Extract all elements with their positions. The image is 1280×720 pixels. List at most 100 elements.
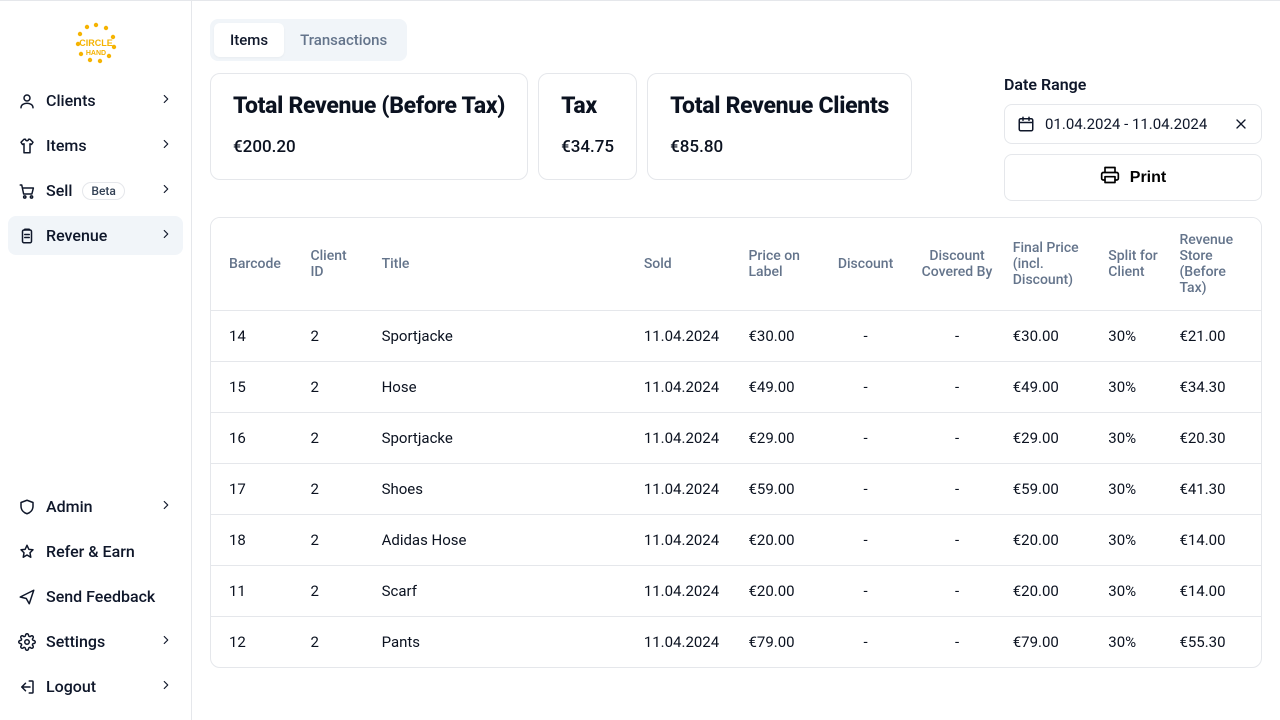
cell-client: 2: [300, 464, 371, 515]
cell-discountBy: -: [911, 566, 1002, 617]
close-icon[interactable]: [1233, 116, 1249, 132]
user-icon: [18, 92, 36, 110]
cell-title: Sportjacke: [372, 311, 634, 362]
table-header[interactable]: Split for Client: [1098, 218, 1169, 311]
table-header[interactable]: Discount Covered By: [911, 218, 1002, 311]
svg-text:HAND: HAND: [85, 50, 105, 57]
cell-final: €29.00: [1003, 413, 1099, 464]
table-row[interactable]: 182Adidas Hose11.04.2024€20.00--€20.0030…: [211, 515, 1261, 566]
table-row[interactable]: 162Sportjacke11.04.2024€29.00--€29.0030%…: [211, 413, 1261, 464]
table-row[interactable]: 152Hose11.04.2024€49.00--€49.0030%€34.30: [211, 362, 1261, 413]
shield-icon: [18, 498, 36, 516]
table-row[interactable]: 122Pants11.04.2024€79.00--€79.0030%€55.3…: [211, 617, 1261, 668]
chevron-right-icon: [159, 91, 173, 110]
cell-title: Pants: [372, 617, 634, 668]
tab-transactions[interactable]: Transactions: [284, 23, 403, 57]
cell-title: Sportjacke: [372, 413, 634, 464]
cell-discount: -: [820, 566, 911, 617]
table-header[interactable]: Final Price (incl. Discount): [1003, 218, 1099, 311]
badge: Beta: [82, 182, 124, 200]
cell-split: 30%: [1098, 515, 1169, 566]
cell-client: 2: [300, 362, 371, 413]
sidebar-item-send-feedback[interactable]: Send Feedback: [8, 577, 183, 616]
cell-title: Shoes: [372, 464, 634, 515]
table-header[interactable]: Price on Label: [739, 218, 820, 311]
table-header[interactable]: Revenue Store (Before Tax): [1169, 218, 1261, 311]
cell-revStore: €55.30: [1169, 617, 1261, 668]
table-header[interactable]: Barcode: [211, 218, 300, 311]
tabs: Items Transactions: [210, 19, 407, 61]
printer-icon: [1100, 165, 1120, 190]
print-label: Print: [1130, 169, 1166, 187]
table-header[interactable]: Discount: [820, 218, 911, 311]
chevron-right-icon: [159, 226, 173, 245]
cell-discountBy: -: [911, 515, 1002, 566]
card-total-revenue-clients: Total Revenue Clients €85.80: [647, 73, 912, 180]
tab-items[interactable]: Items: [214, 23, 284, 57]
cell-discountBy: -: [911, 362, 1002, 413]
cell-sold: 11.04.2024: [634, 362, 739, 413]
date-range-label: Date Range: [1004, 75, 1262, 94]
table-header[interactable]: Client ID: [300, 218, 371, 311]
cell-sold: 11.04.2024: [634, 311, 739, 362]
cell-price: €49.00: [739, 362, 820, 413]
sidebar-item-admin[interactable]: Admin: [8, 487, 183, 526]
table-header[interactable]: Title: [372, 218, 634, 311]
sidebar-item-logout[interactable]: Logout: [8, 667, 183, 706]
sidebar-item-refer-earn[interactable]: Refer & Earn: [8, 532, 183, 571]
print-button[interactable]: Print: [1004, 154, 1262, 201]
cell-discountBy: -: [911, 311, 1002, 362]
cell-title: Scarf: [372, 566, 634, 617]
sidebar-item-label: Sell: [46, 181, 72, 200]
cell-split: 30%: [1098, 413, 1169, 464]
table-row[interactable]: 142Sportjacke11.04.2024€30.00--€30.0030%…: [211, 311, 1261, 362]
cell-price: €79.00: [739, 617, 820, 668]
cell-barcode: 11: [211, 566, 300, 617]
sidebar-item-clients[interactable]: Clients: [8, 81, 183, 120]
cell-sold: 11.04.2024: [634, 566, 739, 617]
cell-final: €79.00: [1003, 617, 1099, 668]
cell-revStore: €21.00: [1169, 311, 1261, 362]
cell-discount: -: [820, 311, 911, 362]
card-value: €200.20: [233, 137, 505, 157]
cell-client: 2: [300, 617, 371, 668]
table-row[interactable]: 112Scarf11.04.2024€20.00--€20.0030%€14.0…: [211, 566, 1261, 617]
cell-sold: 11.04.2024: [634, 617, 739, 668]
cell-final: €49.00: [1003, 362, 1099, 413]
date-range-input[interactable]: 01.04.2024 - 11.04.2024: [1004, 104, 1262, 144]
cell-title: Adidas Hose: [372, 515, 634, 566]
cell-revStore: €20.30: [1169, 413, 1261, 464]
cell-split: 30%: [1098, 566, 1169, 617]
table-header[interactable]: Sold: [634, 218, 739, 311]
cell-client: 2: [300, 311, 371, 362]
cell-client: 2: [300, 413, 371, 464]
cell-barcode: 14: [211, 311, 300, 362]
cell-revStore: €14.00: [1169, 566, 1261, 617]
cell-discount: -: [820, 617, 911, 668]
sidebar-item-label: Revenue: [46, 226, 107, 245]
cell-client: 2: [300, 566, 371, 617]
cell-client: 2: [300, 515, 371, 566]
calendar-icon: [1017, 115, 1035, 133]
sidebar-item-label: Refer & Earn: [46, 542, 135, 561]
cart-icon: [18, 182, 36, 200]
logo: CIRCLE HAND: [8, 9, 183, 81]
clipboard-icon: [18, 227, 36, 245]
star-icon: [18, 543, 36, 561]
chevron-right-icon: [159, 136, 173, 155]
sidebar-item-items[interactable]: Items: [8, 126, 183, 165]
cell-price: €59.00: [739, 464, 820, 515]
cell-sold: 11.04.2024: [634, 413, 739, 464]
table-row[interactable]: 172Shoes11.04.2024€59.00--€59.0030%€41.3…: [211, 464, 1261, 515]
gear-icon: [18, 633, 36, 651]
cell-barcode: 17: [211, 464, 300, 515]
date-range-value: 01.04.2024 - 11.04.2024: [1045, 115, 1223, 133]
chevron-right-icon: [159, 497, 173, 516]
chevron-right-icon: [159, 181, 173, 200]
sidebar-item-settings[interactable]: Settings: [8, 622, 183, 661]
cell-split: 30%: [1098, 311, 1169, 362]
sidebar-item-sell[interactable]: Sell Beta: [8, 171, 183, 210]
sidebar-item-revenue[interactable]: Revenue: [8, 216, 183, 255]
card-value: €34.75: [561, 137, 614, 157]
revenue-table: BarcodeClient IDTitleSoldPrice on LabelD…: [210, 217, 1262, 668]
